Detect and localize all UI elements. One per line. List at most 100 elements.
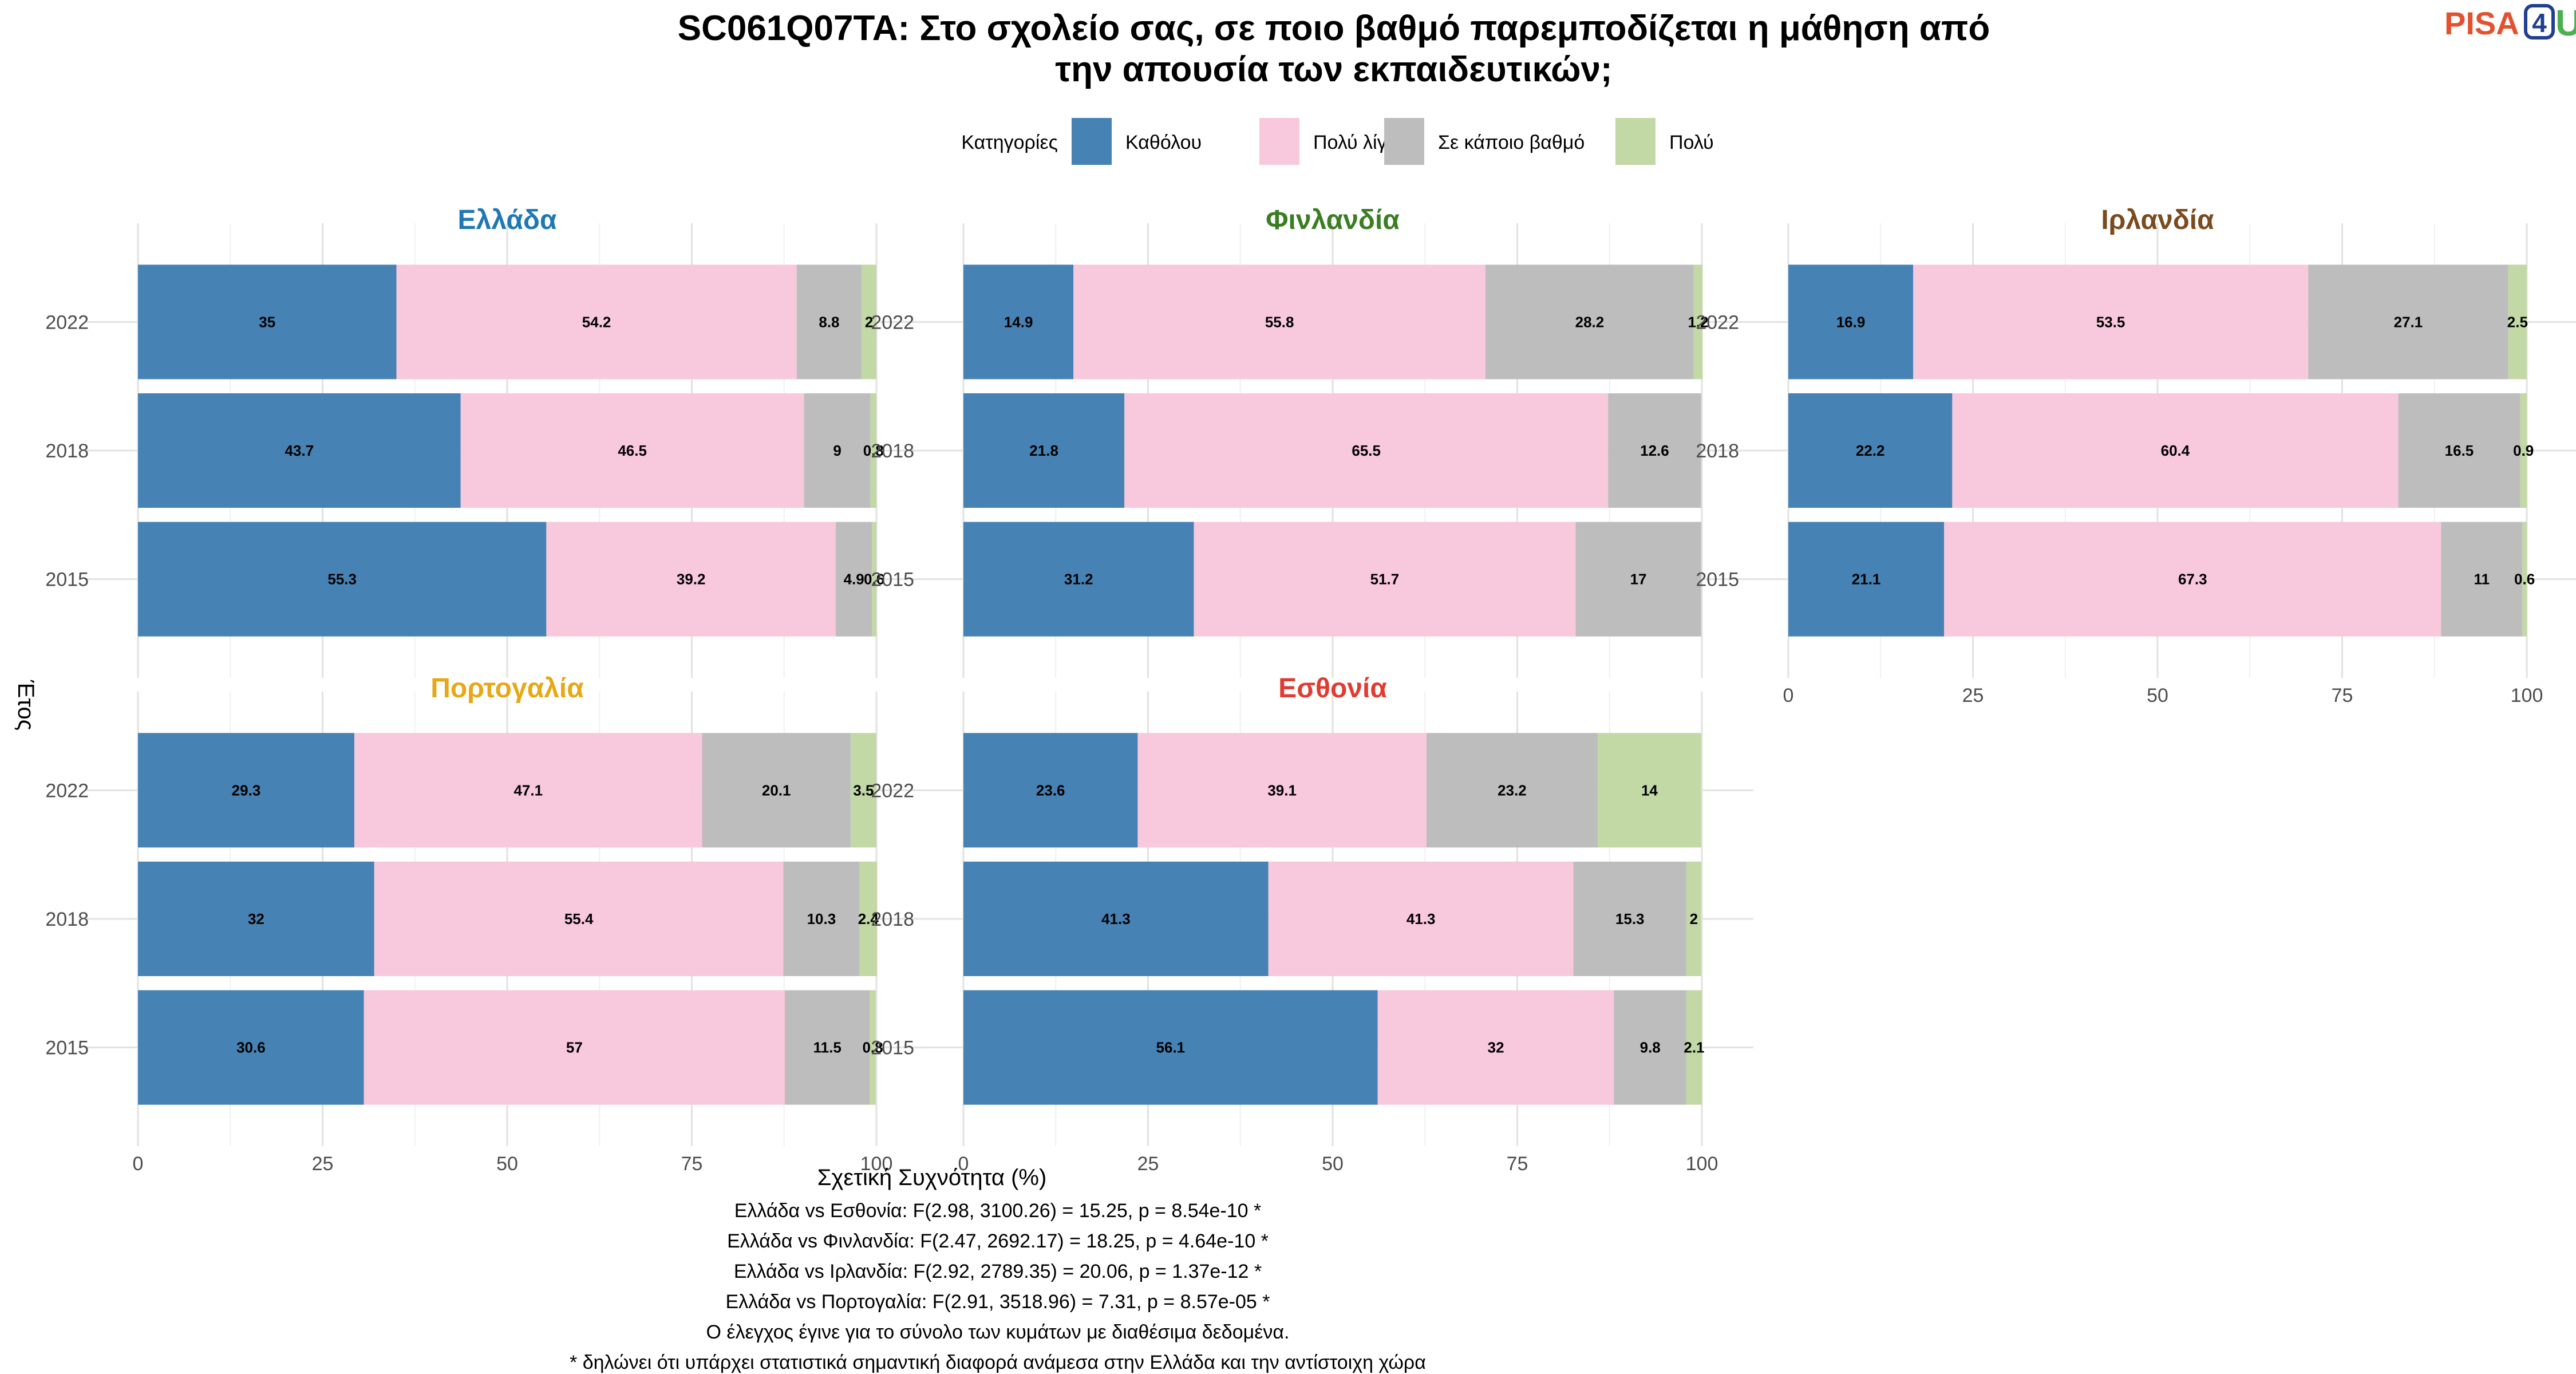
x-tick-label: 0: [958, 1153, 969, 1175]
bar-segment: [963, 522, 1194, 637]
x-tick-label: 25: [1962, 685, 1984, 706]
y-tick-label: 2018: [45, 909, 89, 930]
logo-text-pisa: PISA: [2444, 5, 2519, 41]
footnote-line: Ελλάδα vs Εσθονία: F(2.98, 3100.26) = 15…: [734, 1200, 1262, 1222]
bar-value-label: 0.9: [2513, 442, 2534, 459]
bar-value-label: 0.8: [863, 442, 884, 459]
bar-value-label: 14.9: [1004, 313, 1033, 330]
x-tick-label: 75: [1507, 1153, 1528, 1175]
bar-segment: [796, 264, 862, 380]
bar-value-label: 2.5: [2507, 313, 2528, 330]
bar-value-label: 32: [248, 910, 264, 927]
bar-segment: [138, 862, 374, 976]
bar-segment: [1788, 393, 1953, 508]
y-tick-label: 2015: [871, 569, 914, 591]
bar-segment: [1952, 393, 2399, 508]
bar-segment: [1944, 522, 2441, 637]
x-tick-label: 75: [681, 1153, 703, 1175]
bar-value-label: 32: [1488, 1039, 1504, 1056]
chart-header: SC061Q07TA: Στο σχολείο σας, σε ποιο βαθ…: [678, 9, 1990, 89]
footnote-line: Ελλάδα vs Πορτογαλία: F(2.91, 3518.96) =…: [726, 1291, 1270, 1313]
bar-segment: [1788, 522, 1945, 637]
x-tick-label: 50: [496, 1153, 518, 1175]
bar-segment: [1377, 990, 1614, 1105]
pisa4u-logo: PISA 4 U: [2444, 2, 2576, 44]
bar-segment: [850, 733, 876, 848]
bar-segment: [354, 733, 702, 848]
y-axis-title: Έτος: [13, 680, 38, 731]
y-tick-label: 2022: [45, 311, 89, 333]
bar-value-label: 21.8: [1029, 442, 1058, 459]
chart-title-line1: SC061Q07TA: Στο σχολείο σας, σε ποιο βαθ…: [678, 9, 1990, 48]
bar-segment: [963, 862, 1269, 976]
x-tick-label: 50: [2147, 685, 2168, 706]
bar-value-label: 55.8: [1265, 313, 1294, 330]
bar-value-label: 55.4: [564, 910, 594, 927]
bar-value-label: 23.6: [1036, 781, 1065, 799]
bar-segment: [963, 733, 1138, 848]
bar-segment: [702, 733, 851, 848]
bar-segment: [2308, 264, 2508, 380]
bar-segment: [1788, 264, 1914, 380]
bar-segment: [1137, 733, 1427, 848]
bar-value-label: 43.7: [285, 442, 314, 459]
bar-value-label: 39.2: [677, 571, 706, 588]
bar-segment: [138, 264, 397, 380]
y-tick-label: 2018: [871, 440, 914, 462]
y-tick-label: 2018: [45, 440, 89, 462]
bar-value-label: 20.1: [762, 781, 791, 799]
legend-label: Σε κάποιο βαθμό: [1438, 132, 1585, 153]
legend: Κατηγορίες Καθόλου Πολύ λίγο Σε κάποιο βαθμ…: [961, 118, 1714, 165]
y-tick-label: 2022: [871, 311, 914, 333]
bar-segment: [836, 522, 872, 637]
bar-segment: [138, 393, 461, 508]
bar-value-label: 22.2: [1856, 442, 1885, 459]
bar-segment: [963, 393, 1125, 508]
bar-value-label: 53.5: [2096, 313, 2125, 330]
legend-swatch: [1615, 118, 1656, 165]
bar-segment: [364, 990, 785, 1105]
footnote-line: Ελλάδα vs Φινλανδία: F(2.47, 2692.17) = …: [727, 1230, 1269, 1252]
x-tick-label: 75: [2332, 685, 2353, 706]
x-tick-label: 100: [1686, 1153, 1718, 1175]
bar-value-label: 28.2: [1575, 313, 1605, 330]
bar-value-label: 46.5: [618, 442, 647, 459]
bar-segment: [1194, 522, 1576, 637]
axis-titles: Σχετική Συχνότητα (%) Έτος: [13, 680, 1046, 1190]
bar-segment: [546, 522, 836, 637]
bar-value-label: 57: [566, 1039, 583, 1056]
panel-title: Ελλάδα: [458, 205, 557, 235]
bar-value-label: 15.3: [1615, 910, 1645, 927]
bar-value-label: 1.2: [1688, 313, 1708, 330]
bar-value-label: 16.5: [2445, 442, 2474, 459]
bar-segment: [374, 862, 784, 976]
bar-segment: [785, 990, 870, 1105]
footnote-line: Ο έλεγχος έγινε για το σύνολο των κυμάτω…: [706, 1321, 1290, 1343]
chart-title-line2: την απουσία των εκπαιδευτικών;: [1055, 50, 1612, 89]
chart-panels: 2022 2018 2015 35 54.2 8.8 2 43.7 46.5 9 0.8 55.3 39…: [45, 205, 2576, 1175]
bar-value-label: 2: [1690, 910, 1698, 927]
x-axis-title: Σχετική Συχνότητα (%): [817, 1165, 1047, 1190]
bar-segment: [804, 393, 871, 508]
bar-value-label: 41.3: [1406, 910, 1436, 927]
bar-segment: [2520, 393, 2527, 508]
legend-swatch: [1384, 118, 1424, 165]
panel-title: Πορτογαλία: [430, 673, 584, 704]
bar-segment: [138, 990, 364, 1105]
bar-value-label: 65.5: [1352, 442, 1381, 459]
bar-value-label: 21.1: [1852, 571, 1881, 588]
bar-value-label: 9: [833, 442, 841, 459]
bar-segment: [1073, 264, 1486, 380]
bar-value-label: 47.1: [513, 781, 543, 799]
y-tick-label: 2015: [45, 1037, 89, 1059]
bar-segment: [870, 990, 876, 1105]
bar-value-label: 2.1: [1684, 1039, 1704, 1056]
bar-segment: [1913, 264, 2309, 380]
bar-value-label: 11.5: [813, 1039, 841, 1056]
bar-segment: [1426, 733, 1598, 848]
bar-segment: [963, 990, 1378, 1105]
bar-segment: [870, 393, 876, 508]
bar-segment: [1693, 264, 1703, 380]
